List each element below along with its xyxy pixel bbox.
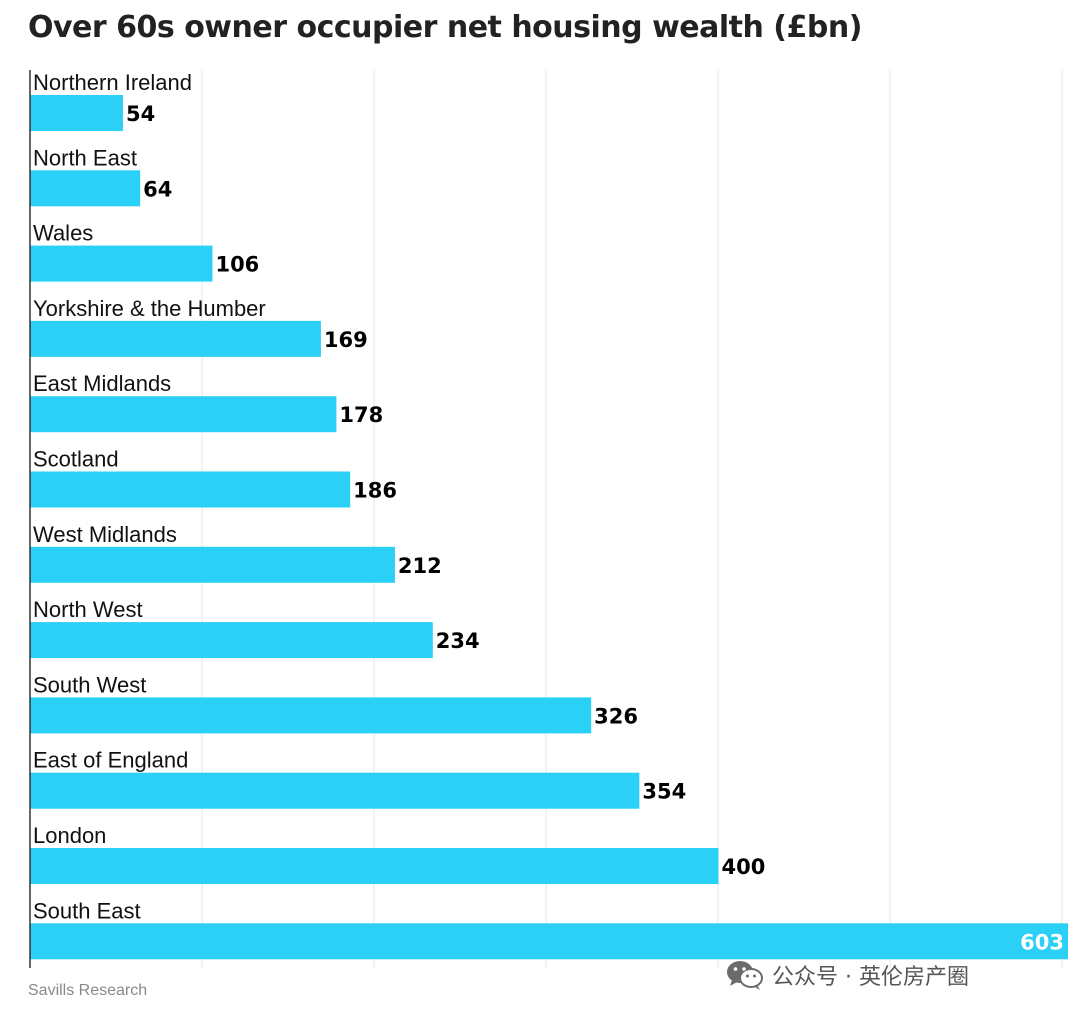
category-label: Yorkshire & the Humber	[33, 296, 266, 321]
value-label: 326	[594, 704, 638, 728]
value-label: 169	[324, 328, 368, 352]
value-label: 603	[1020, 930, 1064, 954]
bar	[30, 95, 123, 131]
category-label: London	[33, 823, 106, 848]
value-label: 234	[436, 629, 480, 653]
source-note: Savills Research	[28, 982, 148, 999]
category-label: Wales	[33, 221, 93, 246]
bar	[30, 622, 433, 659]
value-label: 54	[126, 102, 155, 126]
category-label: Scotland	[33, 447, 119, 472]
value-label: 400	[722, 855, 766, 879]
bar	[30, 772, 640, 809]
chart-title: Over 60s owner occupier net housing weal…	[28, 10, 862, 45]
bar	[30, 245, 213, 282]
watermark: 公众号 · 英伦房产圈	[726, 957, 969, 993]
bar	[30, 170, 141, 207]
gridlines	[201, 70, 1063, 968]
value-label: 106	[215, 253, 259, 277]
category-label: South East	[33, 898, 141, 923]
bar	[30, 697, 592, 734]
value-label: 64	[143, 177, 172, 201]
category-label: East Midlands	[33, 371, 171, 396]
bar	[30, 396, 337, 433]
value-label: 178	[339, 403, 383, 427]
category-label: North East	[33, 145, 137, 170]
category-label: Northern Ireland	[33, 70, 192, 95]
value-label: 212	[398, 554, 442, 578]
value-label: 186	[353, 479, 397, 503]
watermark-text: 公众号 · 英伦房产圈	[772, 965, 969, 990]
category-label: South West	[33, 672, 146, 697]
value-label: 354	[642, 780, 686, 804]
bar	[30, 546, 395, 583]
bar	[30, 848, 719, 884]
bar	[30, 923, 1068, 960]
category-label: West Midlands	[33, 522, 177, 547]
wechat-icon	[727, 961, 763, 990]
bar	[30, 320, 321, 357]
bar	[30, 471, 351, 508]
category-label: North West	[33, 597, 143, 622]
category-label: East of England	[33, 748, 188, 773]
